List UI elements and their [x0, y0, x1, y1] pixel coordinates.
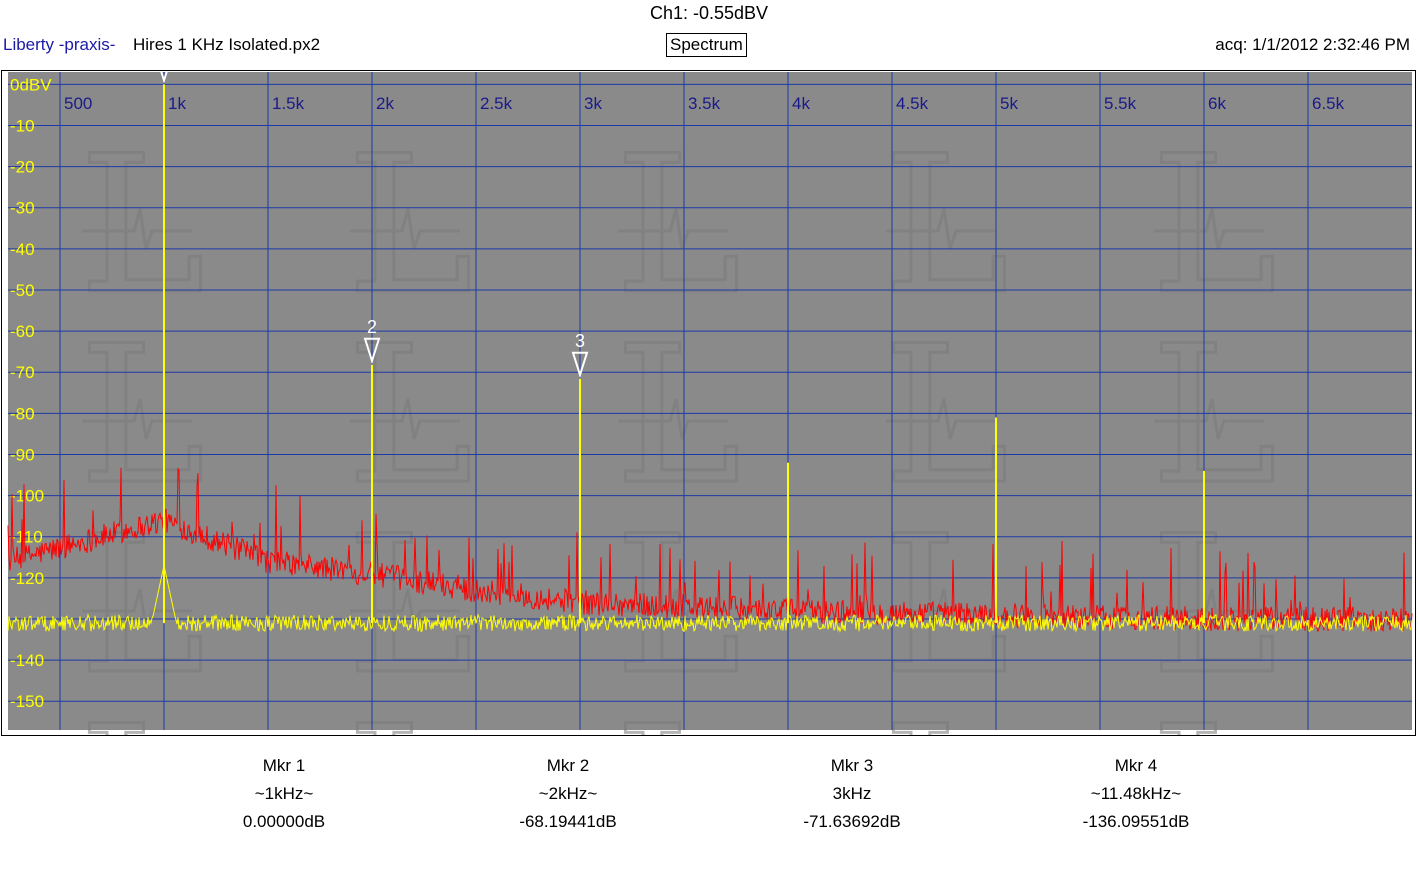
x-tick-label: 2k	[376, 94, 394, 113]
watermark-pulse-icon	[1154, 208, 1264, 250]
watermark-pulse-icon	[886, 208, 996, 250]
file-name: Hires 1 KHz Isolated.px2	[133, 35, 321, 54]
x-tick-label: 3.5k	[688, 94, 721, 113]
watermark-letter: L	[883, 685, 1009, 735]
x-tick-label: 5.5k	[1104, 94, 1137, 113]
y-tick-label: -140	[10, 651, 44, 670]
y-tick-label: -90	[10, 445, 35, 464]
marker-3-triangle-icon	[571, 351, 589, 379]
marker-2-triangle-icon	[363, 337, 381, 365]
marker-2-level: -68.19441dB	[519, 812, 617, 831]
watermark-pattern: LLLLLLLLLLLLLLLLLLLLLLLL	[77, 114, 1278, 736]
marker-3-level: -71.63692dB	[803, 812, 901, 831]
acquisition-timestamp: acq: 1/1/2012 2:32:46 PM	[1215, 35, 1410, 54]
spectrum-plot[interactable]: LLLLLLLLLLLLLLLLLLLLLLLL5001k1.5k2k2.5k3…	[2, 71, 1415, 735]
marker-1-frequency: ~1kHz~	[254, 784, 314, 803]
spectrum-mode-button[interactable]: Spectrum	[666, 33, 747, 57]
marker-3-readout[interactable]: Mkr 3 3kHz -71.63692dB	[752, 752, 952, 836]
watermark-pulse-icon	[350, 208, 460, 250]
spectrum-plot-frame: LLLLLLLLLLLLLLLLLLLLLLLL5001k1.5k2k2.5k3…	[1, 70, 1416, 736]
brand-label: Liberty -praxis-	[3, 35, 116, 54]
y-tick-label: -60	[10, 322, 35, 341]
watermark-pulse-icon	[350, 398, 460, 440]
watermark-pulse-icon	[350, 588, 460, 630]
marker-2-frequency: ~2kHz~	[538, 784, 598, 803]
x-tick-label: 3k	[584, 94, 602, 113]
secondary-trace	[7, 467, 1413, 633]
marker-4-frequency: ~11.48kHz~	[1090, 784, 1182, 803]
watermark-letter: L	[79, 685, 205, 735]
marker-2-label: 2	[367, 317, 377, 337]
y-tick-label: -150	[10, 692, 44, 711]
x-tick-label: 5k	[1000, 94, 1018, 113]
y-tick-label: -30	[10, 199, 35, 218]
watermark-pulse-icon	[886, 398, 996, 440]
y-tick-label: -100	[10, 487, 44, 506]
marker-3-label: 3	[575, 331, 585, 351]
watermark-letter: L	[347, 685, 473, 735]
marker-1-level: 0.00000dB	[242, 812, 326, 831]
marker-4-readout[interactable]: Mkr 4 ~11.48kHz~ -136.09551dB	[1036, 752, 1236, 836]
marker-3-name: Mkr 3	[830, 756, 874, 775]
y-tick-label: -50	[10, 281, 35, 300]
watermark-pulse-icon	[82, 588, 192, 630]
watermark-letter: L	[615, 685, 741, 735]
primary-trace	[7, 565, 1413, 633]
marker-1-name: Mkr 1	[262, 756, 306, 775]
marker-3-frequency: 3kHz	[832, 784, 872, 803]
x-tick-label: 1.5k	[272, 94, 305, 113]
watermark-pulse-icon	[82, 398, 192, 440]
x-tick-label: 6k	[1208, 94, 1226, 113]
marker-2-name: Mkr 2	[546, 756, 590, 775]
y-tick-label: -80	[10, 404, 35, 423]
marker-4-level: -136.09551dB	[1082, 812, 1190, 831]
watermark-pulse-icon	[618, 208, 728, 250]
marker-1-readout[interactable]: Mkr 1 ~1kHz~ 0.00000dB	[184, 752, 384, 836]
y-tick-label: -110	[10, 528, 43, 547]
y-tick-label: -10	[10, 116, 35, 135]
watermark-pulse-icon	[1154, 398, 1264, 440]
x-tick-label: 6.5k	[1312, 94, 1345, 113]
x-tick-label: 500	[64, 94, 92, 113]
y-tick-label: -120	[10, 569, 44, 588]
watermark-pulse-icon	[82, 208, 192, 250]
x-tick-label: 4k	[792, 94, 810, 113]
channel-readout: Ch1: -0.55dBV	[649, 3, 769, 23]
x-tick-label: 1k	[168, 94, 186, 113]
marker-4-name: Mkr 4	[1114, 756, 1158, 775]
x-tick-label: 2.5k	[480, 94, 513, 113]
watermark-letter: L	[1151, 685, 1277, 735]
marker-2-readout[interactable]: Mkr 2 ~2kHz~ -68.19441dB	[468, 752, 668, 836]
y-tick-label: 0dBV	[10, 75, 52, 94]
y-tick-label: -40	[10, 240, 35, 259]
x-tick-label: 4.5k	[896, 94, 929, 113]
y-tick-label: -20	[10, 158, 35, 177]
watermark-pulse-icon	[618, 398, 728, 440]
y-tick-label: -70	[10, 363, 35, 382]
